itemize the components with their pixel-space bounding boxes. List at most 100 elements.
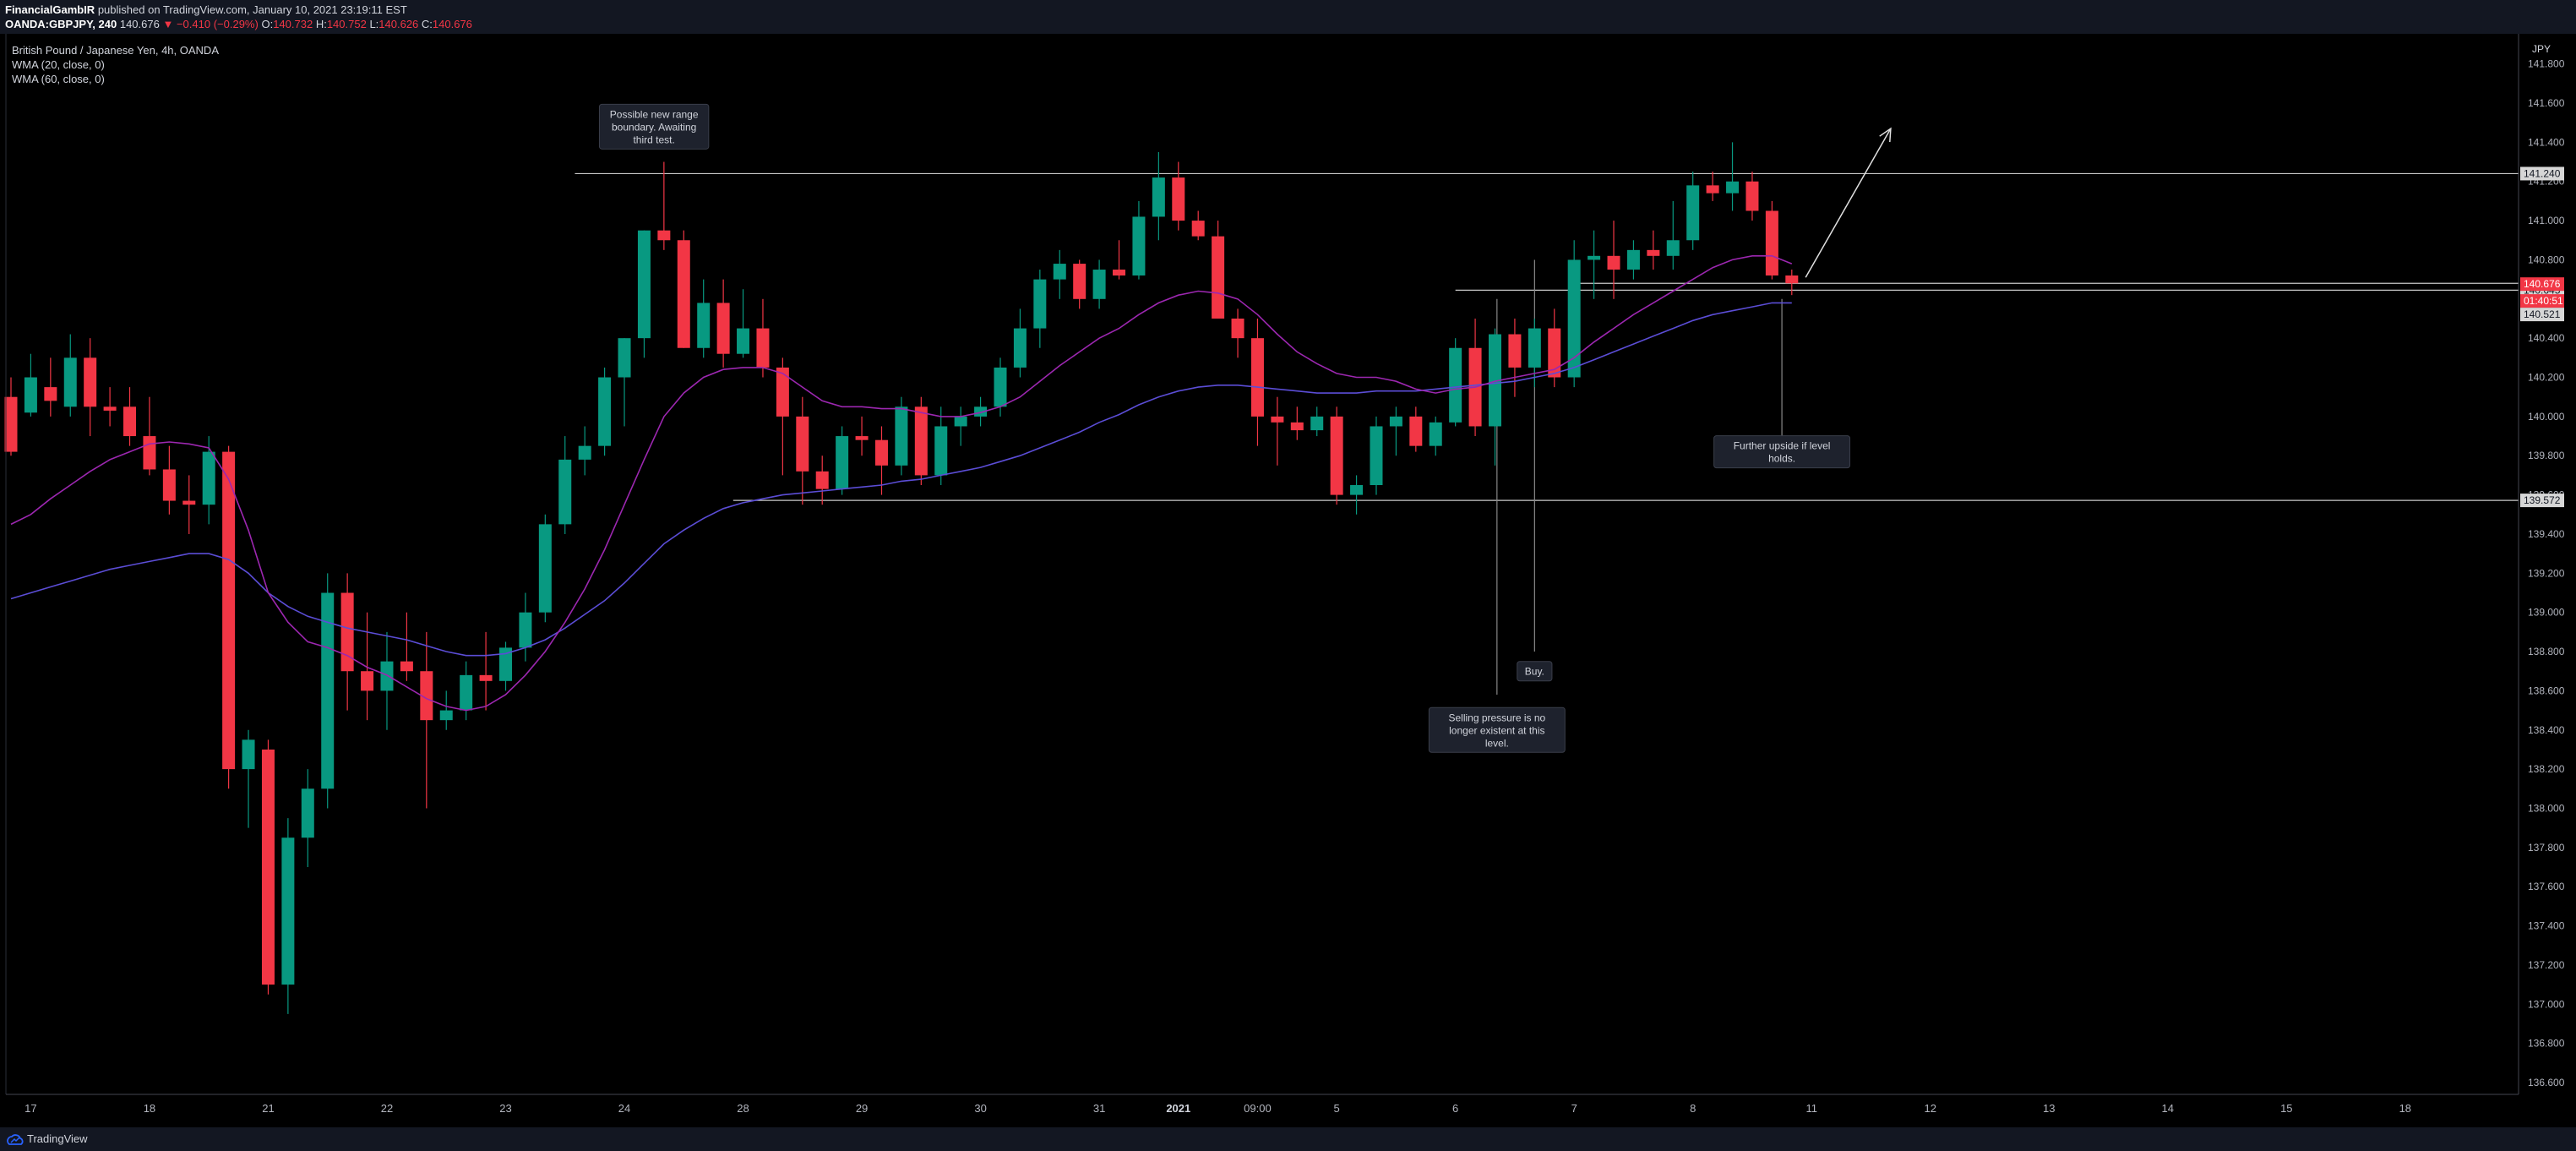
wma60-line <box>10 302 1792 657</box>
bearish-candle <box>1548 328 1561 378</box>
symbol: OANDA:GBPJPY, 240 <box>5 18 117 30</box>
time-tick-label: 17 <box>25 1102 36 1115</box>
time-tick-label: 8 <box>1690 1102 1696 1115</box>
bullish-candle <box>24 377 37 413</box>
tradingview-logo-icon[interactable] <box>7 1133 24 1149</box>
bearish-candle <box>1409 416 1423 446</box>
bearish-candle <box>103 406 117 411</box>
bearish-candle <box>657 230 671 241</box>
price-axis[interactable]: 136.600 136.800 137.000 137.200 137.400 137.6… <box>2528 43 2565 1088</box>
low-label: L: <box>369 18 379 30</box>
time-tick-label: 6 <box>1452 1102 1458 1115</box>
countdown-tag-bg <box>2520 294 2564 308</box>
price-tick-label: 138.400 <box>2528 724 2565 736</box>
footer: TradingView <box>0 1127 2576 1151</box>
bearish-candle <box>400 661 413 672</box>
wma20-legend[interactable]: WMA (20, close, 0) <box>12 58 105 71</box>
price-tick-label: 137.400 <box>2528 920 2565 932</box>
bearish-candle <box>123 406 137 437</box>
time-tick-label: 23 <box>499 1102 511 1115</box>
bullish-candle <box>1152 177 1165 217</box>
price-tick-label: 138.200 <box>2528 763 2565 775</box>
bearish-candle <box>4 396 18 452</box>
bullish-candle <box>578 445 591 460</box>
bearish-candle <box>143 436 156 470</box>
brand-name[interactable]: TradingView <box>27 1132 88 1145</box>
wma60-legend[interactable]: WMA (60, close, 0) <box>12 73 105 85</box>
time-tick-label: 7 <box>1571 1102 1577 1115</box>
annotation-callout[interactable]: Buy. <box>1517 661 1553 682</box>
bullish-candle <box>737 328 750 354</box>
time-axis[interactable]: 17 18 21 22 23 24 28 29 30 31 2021 09:00 5 6 7 8 11 12 13 1… <box>25 1102 2411 1115</box>
time-tick-label: 13 <box>2043 1102 2055 1115</box>
time-tick-label: 30 <box>974 1102 986 1115</box>
time-tick-label: 15 <box>2280 1102 2292 1115</box>
ohlc-info: OANDA:GBPJPY, 240 140.676 ▼ −0.410 (−0.2… <box>5 18 472 30</box>
bearish-candle <box>1330 416 1343 495</box>
time-tick-label: 12 <box>1925 1102 1936 1115</box>
price-tick-label: 141.600 <box>2528 97 2565 109</box>
price-tick-label: 137.800 <box>2528 842 2565 854</box>
last-price-tag-bg <box>2520 277 2564 292</box>
high-value: 140.752 <box>326 18 367 30</box>
bullish-candle <box>281 837 295 985</box>
price-tick-label: 141.800 <box>2528 58 2565 70</box>
candles <box>4 142 1799 1014</box>
bearish-candle <box>44 387 57 401</box>
bullish-candle <box>1489 334 1501 427</box>
wma-price-tag-bg <box>2520 308 2564 322</box>
bullish-candle <box>499 647 512 681</box>
chart-title: British Pound / Japanese Yen, 4h, OANDA <box>12 44 219 57</box>
bearish-candle <box>1231 318 1244 339</box>
bullish-candle <box>301 788 314 838</box>
price-tick-label: 139.800 <box>2528 450 2565 461</box>
chart-background <box>0 34 2576 1127</box>
bullish-candle <box>1350 485 1364 495</box>
bearish-candle <box>222 451 236 770</box>
callout-box <box>1713 435 1851 469</box>
time-tick-label: 09:00 <box>1244 1102 1272 1115</box>
callout-text: Possible new range <box>610 108 699 120</box>
bearish-candle <box>1607 255 1620 270</box>
level-price-tag: 139.572 <box>2524 494 2561 506</box>
bullish-candle <box>1588 255 1601 260</box>
price-tick-label: 137.600 <box>2528 881 2565 892</box>
bullish-candle <box>954 416 967 427</box>
bullish-candle <box>1666 240 1680 256</box>
bullish-candle <box>994 367 1007 407</box>
bearish-candle <box>84 357 97 407</box>
bullish-candle <box>538 524 552 613</box>
trend-arrow[interactable] <box>1805 127 1892 278</box>
time-tick-label: 14 <box>2162 1102 2174 1115</box>
bearish-candle <box>479 674 493 681</box>
bullish-candle <box>380 661 394 691</box>
time-tick-label: 18 <box>2399 1102 2411 1115</box>
price-tick-label: 140.000 <box>2528 411 2565 423</box>
bullish-candle <box>1429 422 1442 446</box>
bearish-candle <box>874 439 888 466</box>
price-tick-label: 136.800 <box>2528 1038 2565 1050</box>
bullish-candle <box>1053 264 1066 280</box>
horizontal-levels[interactable] <box>575 172 2519 501</box>
callout-box <box>598 103 710 150</box>
author-name[interactable]: FinancialGambIR <box>5 3 95 16</box>
bearish-candle <box>796 416 809 472</box>
bearish-candle <box>756 328 770 368</box>
time-tick-label: 5 <box>1334 1102 1340 1115</box>
price-tick-label: 140.800 <box>2528 254 2565 265</box>
bullish-candle <box>618 338 631 378</box>
countdown-tag: 01:40:51 <box>2524 295 2563 307</box>
time-tick-label: 31 <box>1093 1102 1105 1115</box>
wma20-line <box>10 255 1793 712</box>
bullish-candle <box>598 377 612 446</box>
bearish-candle <box>1271 416 1284 423</box>
bullish-candle <box>1132 216 1146 275</box>
bearish-candle <box>261 749 275 985</box>
callout-text: level. <box>1485 737 1509 749</box>
callout-text: Buy. <box>1525 666 1544 678</box>
